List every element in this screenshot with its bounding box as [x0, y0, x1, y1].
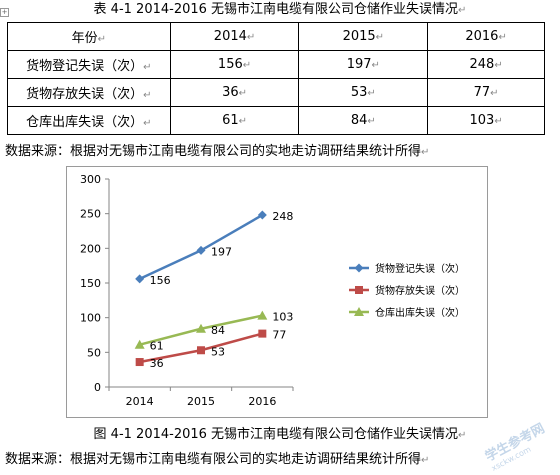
legend-entry: 货物登记失误（次）	[375, 262, 465, 275]
chart-frame: 0 50 100 150 200 250 300 2014 2015 2016 156 197 248 3…	[66, 166, 488, 418]
row-label: 货物存放失误（次）↵	[7, 78, 171, 107]
table-cell: 84↵	[298, 106, 429, 135]
data-label: 156	[150, 274, 171, 287]
data-point	[258, 329, 267, 338]
data-label: 103	[272, 311, 293, 324]
y-tick-label: 250	[80, 208, 101, 221]
table-caption-text: 表 4-1 2014-2016 无锡市江南电缆有限公司仓储作业失误情况	[93, 2, 459, 17]
table-cell: 61↵	[169, 106, 300, 135]
y-tick-label: 150	[80, 277, 101, 290]
data-label: 53	[211, 345, 225, 358]
data-label: 77	[272, 329, 286, 342]
table-cell: 36↵	[169, 78, 300, 107]
table-cell: 197↵	[298, 50, 429, 79]
site-watermark: 学生参考网 xsckw.com	[481, 415, 557, 474]
x-tick-label: 2014	[126, 395, 154, 408]
data-table: 年份↵ 2014↵ 2015↵ 2016↵ 货物登记失误（次）↵ 156↵ 19…	[7, 22, 545, 135]
data-label: 248	[272, 210, 293, 223]
legend-marker	[354, 307, 364, 316]
paragraph-mark-icon: ↵	[458, 5, 467, 16]
figure-caption: 图 4-1 2014-2016 无锡市江南电缆有限公司仓储作业失误情况↵	[93, 427, 467, 442]
source-note-bottom: 数据来源：根据对无锡市江南电缆有限公司的实地走访调研结果统计所得↵	[5, 452, 430, 467]
y-tick-label: 200	[80, 242, 101, 255]
table-cell: 156↵	[169, 50, 300, 79]
x-tick-label: 2015	[187, 395, 215, 408]
legend-marker	[354, 263, 364, 273]
legend-entry: 货物存放失误（次）	[375, 284, 465, 297]
data-label: 61	[150, 340, 164, 353]
table-cell: 248↵	[427, 50, 545, 79]
row-label: 仓库出库失误（次）↵	[7, 106, 171, 135]
header-year-label: 年份↵	[7, 22, 171, 51]
data-point	[135, 358, 144, 367]
header-year-2014: 2014↵	[169, 22, 300, 51]
table-anchor-icon: +	[0, 8, 9, 17]
legend-marker	[355, 286, 363, 294]
table-header-row: 年份↵ 2014↵ 2015↵ 2016↵	[7, 22, 545, 51]
y-tick-label: 50	[87, 346, 101, 359]
table-row: 货物存放失误（次）↵ 36↵ 53↵ 77↵	[7, 78, 545, 107]
row-label: 货物登记失误（次）↵	[7, 50, 171, 79]
source-note-top: 数据来源：根据对无锡市江南电缆有限公司的实地走访调研结果统计所得↵	[5, 144, 430, 159]
data-point	[135, 274, 145, 284]
y-tick-label: 100	[80, 312, 101, 325]
table-cell: 77↵	[427, 78, 545, 107]
header-year-2016: 2016↵	[427, 22, 545, 51]
data-point	[134, 339, 145, 349]
table-row: 货物登记失误（次）↵ 156↵ 197↵ 248↵	[7, 50, 545, 79]
data-point	[197, 346, 205, 355]
data-label: 84	[211, 324, 225, 337]
data-label: 197	[211, 245, 232, 258]
table-row: 仓库出库失误（次）↵ 61↵ 84↵ 103↵	[7, 106, 545, 135]
data-label: 36	[150, 357, 164, 370]
table-cell: 103↵	[427, 106, 545, 135]
y-tick-label: 300	[80, 173, 101, 186]
header-year-2015: 2015↵	[298, 22, 429, 51]
table-caption: 表 4-1 2014-2016 无锡市江南电缆有限公司仓储作业失误情况↵	[0, 2, 560, 19]
y-tick-label: 0	[94, 381, 101, 394]
data-point	[257, 210, 267, 220]
table-cell: 53↵	[298, 78, 429, 107]
legend-entry: 仓库出库失误（次）	[375, 306, 465, 319]
data-point	[196, 245, 206, 255]
x-tick-label: 2016	[248, 395, 276, 408]
line-chart: 0 50 100 150 200 250 300 2014 2015 2016 156 197 248 3…	[80, 173, 465, 408]
data-point	[196, 323, 206, 333]
data-point	[257, 310, 268, 320]
